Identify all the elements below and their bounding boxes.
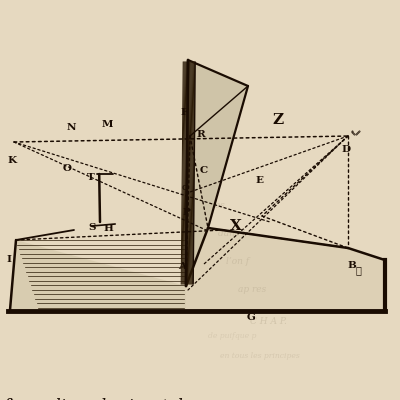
Polygon shape: [10, 228, 384, 310]
Text: Z: Z: [272, 113, 284, 127]
Text: q: q: [182, 184, 188, 192]
Polygon shape: [186, 228, 384, 310]
Text: A: A: [178, 262, 186, 271]
Text: P: P: [182, 208, 190, 217]
Polygon shape: [186, 60, 248, 286]
Text: de puifque p: de puifque p: [208, 332, 256, 340]
Text: X: X: [230, 219, 242, 233]
Text: I: I: [6, 255, 11, 264]
Text: C H A P.: C H A P.: [250, 318, 287, 326]
Text: des: des: [210, 202, 226, 210]
Text: M: M: [102, 120, 113, 129]
Text: G: G: [247, 314, 256, 322]
Text: C: C: [200, 166, 208, 175]
Text: F: F: [180, 108, 188, 117]
Text: S: S: [88, 224, 96, 232]
Text: 🐌: 🐌: [355, 265, 361, 275]
Text: ft une ligne horizontale.: ft une ligne horizontale.: [4, 398, 198, 400]
Text: ap res: ap res: [238, 286, 266, 294]
Text: l’on f: l’on f: [226, 258, 249, 266]
Text: H: H: [104, 224, 114, 233]
Text: K: K: [8, 156, 16, 165]
Text: en tous les principes: en tous les principes: [220, 352, 300, 360]
Text: E: E: [255, 176, 263, 185]
Text: D: D: [342, 146, 350, 154]
Text: O: O: [63, 164, 72, 173]
Text: T: T: [87, 174, 95, 182]
Text: dans l: dans l: [218, 230, 245, 238]
Text: R: R: [196, 130, 205, 139]
Text: B: B: [348, 262, 356, 270]
Text: N: N: [66, 124, 76, 132]
